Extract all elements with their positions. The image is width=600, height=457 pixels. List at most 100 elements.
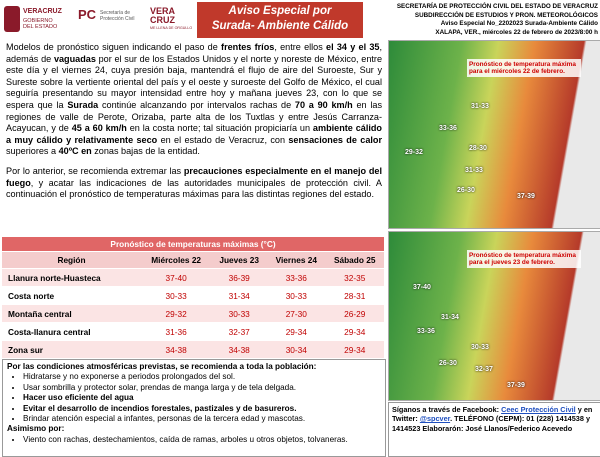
map-label: 26-30 [439, 360, 457, 367]
recommendations: Por las condiciones atmosféricas previst… [2, 359, 386, 457]
table-cell: 31-34 [211, 286, 268, 305]
table-cell: 29-34 [267, 322, 326, 341]
title-box: Aviso Especial por Surada- Ambiente Cáli… [197, 2, 363, 38]
table-cell: 29-32 [141, 304, 212, 323]
logos: VERACRUZ GOBIERNO DEL ESTADO PC Secretar… [4, 6, 194, 34]
text-run: vaguadas [53, 53, 96, 64]
footer-run: @spcver [419, 414, 451, 424]
text-run: , y acatar las indicaciones de las autor… [6, 177, 382, 200]
map-label: 30-33 [471, 344, 489, 351]
text-run: en las regiones de valle de Perote, Oriz… [6, 99, 383, 134]
map-label: 37-39 [517, 193, 535, 200]
map-label: 37-39 [507, 382, 525, 389]
footer-run: Ceec Protección Civil [501, 405, 576, 414]
table-cell: 30-33 [211, 304, 268, 323]
logo-text: GOBIERNO DEL ESTADO [23, 18, 58, 30]
text-run: en la costa norte; tal situación propici… [126, 123, 313, 134]
text-run: 70 a 90 km/h [294, 99, 353, 110]
map-label: 28-30 [469, 145, 487, 152]
map: Pronóstico de temperatura máxima para el… [388, 40, 600, 229]
table-header: Sábado 25 [325, 251, 384, 269]
table-title-row: Pronóstico de temperaturas máximas (°C) [2, 237, 384, 252]
paragraph: Modelos de pronóstico siguen indicando e… [6, 42, 382, 158]
rec-list: Viento con rachas, destechamientos, caíd… [7, 435, 381, 445]
text-run: Modelos de pronóstico siguen indicando e… [6, 42, 222, 52]
rec-item: Brindar atención especial a infantes, pe… [23, 414, 381, 424]
footer-run: y en Twitter: [392, 405, 593, 424]
text-run: Surada [67, 99, 99, 110]
intro: Modelos de pronóstico siguen indicando e… [6, 42, 382, 209]
map: Pronóstico de temperatura máxima para el… [388, 231, 600, 401]
table-cell: 26-29 [325, 304, 384, 323]
logo-text: PC [78, 7, 97, 22]
table-cell: 29-34 [325, 340, 384, 359]
text-run: 45 a 60 km/h [71, 123, 127, 134]
logo-text: VERACRUZ [23, 8, 62, 15]
map-label: 37-40 [413, 284, 431, 291]
table-cell: 30-33 [267, 286, 326, 305]
text-run: ambiente cálido a muy cálido y relativam… [6, 123, 382, 145]
table-cell: 34-38 [141, 340, 212, 359]
table-cell: Costa-llanura central [2, 322, 142, 341]
agency-line: SECRETARÍA DE PROTECCIÓN CIVIL DEL ESTAD… [396, 3, 598, 10]
logo-text: ME LLENA DE ORGULLO [150, 26, 193, 30]
table-row: Montaña central 29-32 30-33 27-30 26-29 [2, 304, 384, 323]
table-row: Costa-llanura central 31-36 32-37 29-34 29-3… [2, 322, 384, 341]
logo-text: VERA [150, 6, 176, 16]
title-line: Aviso Especial por [228, 5, 332, 17]
text-run: el 34 y el 35 [326, 42, 380, 52]
table-cell: 37-40 [141, 268, 212, 287]
table-header: Miércoles 22 [141, 251, 212, 269]
text-run: Por lo anterior, se recomienda extremar … [6, 165, 184, 176]
table-cell: Llanura norte-Huasteca [2, 268, 142, 287]
text-run: zonas bajas de la entidad. [91, 146, 200, 157]
map-label: 26-30 [457, 187, 475, 194]
forecast-table: Pronóstico de temperaturas máximas (°C) R… [2, 237, 384, 359]
table-header: Viernes 24 [267, 251, 326, 269]
rec-intro: Por las condiciones atmosféricas previst… [7, 362, 317, 371]
table-row: Llanura norte-Huasteca 37-40 36-39 33-36 32-… [2, 268, 384, 287]
map-label: 29-32 [405, 149, 423, 156]
text-run: 40ºC en [58, 146, 92, 157]
text-run: sensaciones de calor [288, 134, 383, 145]
table-header: Región [2, 251, 142, 269]
table-cell: 33-36 [267, 268, 326, 287]
map-caption: Pronóstico de temperatura máxima para el… [467, 250, 581, 268]
table-cell: 31-36 [141, 322, 212, 341]
table-cell: 29-34 [325, 322, 384, 341]
map-label: 31-33 [471, 103, 489, 110]
table-row: Zona sur 34-38 34-38 30-34 29-34 [2, 340, 384, 359]
rec-item: Usar sombrilla y protector solar, prenda… [23, 383, 381, 393]
rec-item: Evitar el desarrollo de incendios forest… [23, 404, 381, 414]
text-run: frentes fríos [221, 42, 275, 52]
map-label: 33-36 [417, 328, 435, 335]
footer-run: . TELÉFONO (CEPM): 01 (228) 1414538 y 14… [392, 414, 590, 433]
table-cell: Costa norte [2, 286, 142, 305]
table-cell: Zona sur [2, 340, 142, 359]
logo-text: Secretaría de Protección Civil [100, 10, 135, 22]
text-run: precauciones especialmente en el manejo … [6, 165, 382, 188]
paragraph: Por lo anterior, se recomienda extremar … [6, 166, 382, 201]
agency: SECRETARÍA DE PROTECCIÓN CIVIL DEL ESTAD… [366, 3, 598, 37]
text-run: , además de [6, 42, 382, 64]
table-title: Pronóstico de temperaturas máximas (°C) [2, 237, 384, 252]
rec-item: Hidratarse y no exponerse a periodos pro… [23, 372, 381, 382]
table-cell: 34-38 [211, 340, 268, 359]
footer-run: Síganos a través de Facebook: [392, 405, 502, 414]
title-line: Surada- Ambiente Cálido [211, 20, 349, 32]
map-label: 32-37 [475, 366, 493, 373]
table-header-row: Región Miércoles 22 Jueves 23 Viernes 24 Sáb… [2, 251, 384, 269]
table-cell: 32-37 [211, 322, 268, 341]
table-cell: Montaña central [2, 304, 142, 323]
text-run: por el sur de los Estados Unidos y el no… [6, 53, 382, 110]
shield [4, 6, 20, 32]
map-label: 33-36 [439, 125, 457, 132]
map-label: 31-34 [441, 314, 459, 321]
table-cell: 30-34 [267, 340, 326, 359]
rec-list: Hidratarse y no exponerse a periodos pro… [7, 372, 381, 424]
rec-item: Viento con rachas, destechamientos, caíd… [23, 435, 381, 445]
logo-text: CRUZ [150, 15, 175, 25]
text-run: en el estado de Veracruz, con [157, 134, 289, 145]
map-label: 31-33 [465, 167, 483, 174]
